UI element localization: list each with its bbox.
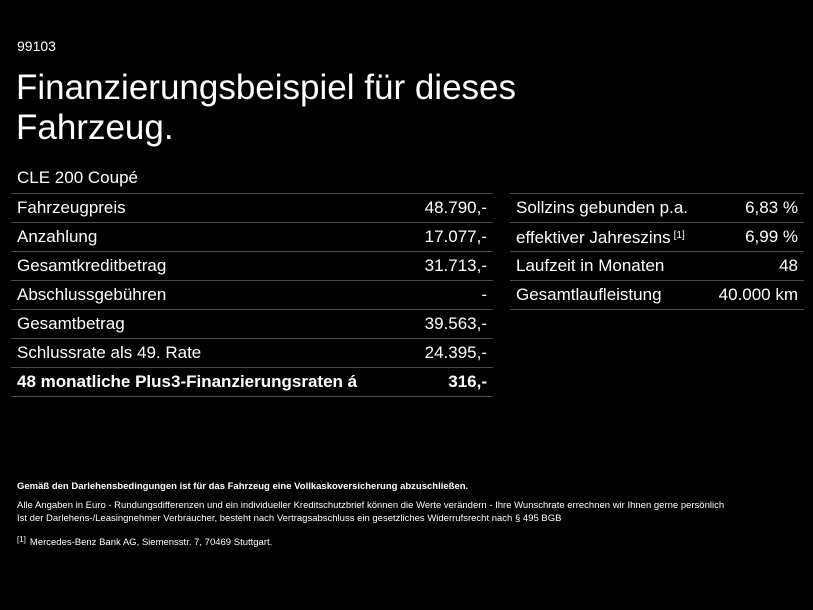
legal-footer: Gemäß den Darlehensbedingungen ist für d… [17, 480, 797, 549]
row-label: Gesamtlaufleistung [510, 280, 707, 310]
row-label: Gesamtbetrag [11, 309, 409, 339]
row-label: Laufzeit in Monaten [510, 251, 707, 281]
table-row: Laufzeit in Monaten 48 [510, 251, 804, 281]
financing-table: Fahrzeugpreis 48.790,- Anzahlung 17.077,… [11, 193, 493, 397]
row-value: 17.077,- [408, 222, 493, 252]
insurance-note: Gemäß den Darlehensbedingungen ist für d… [17, 481, 469, 492]
row-value: 39.563,- [408, 309, 493, 339]
row-label: effektiver Jahreszins [516, 228, 671, 247]
page-title: Finanzierungsbeispiel für dieses Fahrzeu… [16, 68, 516, 147]
row-label: Sollzins gebunden p.a. [510, 193, 707, 223]
interest-table: Sollzins gebunden p.a. 6,83 % effektiver… [510, 193, 804, 310]
monthly-rate-row: 48 monatliche Plus3-Finanzierungsraten á… [11, 367, 493, 397]
table-row: Fahrzeugpreis 48.790,- [11, 193, 493, 223]
table-row: Gesamtkreditbetrag 31.713,- [11, 251, 493, 281]
table-row: Gesamtbetrag 39.563,- [11, 309, 493, 339]
row-label: Fahrzeugpreis [11, 193, 409, 223]
footnote-mark: [1] [17, 535, 26, 544]
table-row: Sollzins gebunden p.a. 6,83 % [510, 193, 804, 223]
withdrawal-right-line: Ist der Darlehens-/Leasingnehmer Verbrau… [17, 513, 562, 524]
row-value: 48 [706, 251, 804, 281]
table-row: Abschlussgebühren - [11, 280, 493, 310]
offer-code: 99103 [17, 38, 56, 54]
row-label: 48 monatliche Plus3-Finanzierungsraten á [11, 367, 409, 397]
table-row: Schlussrate als 49. Rate 24.395,- [11, 338, 493, 368]
row-value: 316,- [408, 367, 493, 397]
row-value: 24.395,- [408, 338, 493, 368]
row-label: Abschlussgebühren [11, 280, 409, 310]
row-label-cell: effektiver Jahreszins [1] [510, 222, 707, 252]
table-row: Gesamtlaufleistung 40.000 km [510, 280, 804, 310]
row-value: 40.000 km [706, 280, 804, 310]
row-value: 48.790,- [408, 193, 493, 223]
row-label: Gesamtkreditbetrag [11, 251, 409, 281]
row-value: - [408, 280, 493, 310]
table-row: effektiver Jahreszins [1] 6,99 % [510, 222, 804, 252]
row-value: 31.713,- [408, 251, 493, 281]
table-row: Anzahlung 17.077,- [11, 222, 493, 252]
disclaimer-line: Alle Angaben in Euro - Rundungsdifferenz… [17, 500, 725, 511]
footnote: [1] Mercedes-Benz Bank AG, Siemensstr. 7,… [17, 533, 797, 549]
vehicle-model: CLE 200 Coupé [17, 168, 138, 187]
row-label: Schlussrate als 49. Rate [11, 338, 409, 368]
footnote-marker: [1] [673, 230, 685, 241]
row-label: Anzahlung [11, 222, 409, 252]
row-value: 6,99 % [706, 222, 804, 252]
footnote-text: Mercedes-Benz Bank AG, Siemensstr. 7, 70… [29, 537, 273, 548]
row-value: 6,83 % [706, 193, 804, 223]
